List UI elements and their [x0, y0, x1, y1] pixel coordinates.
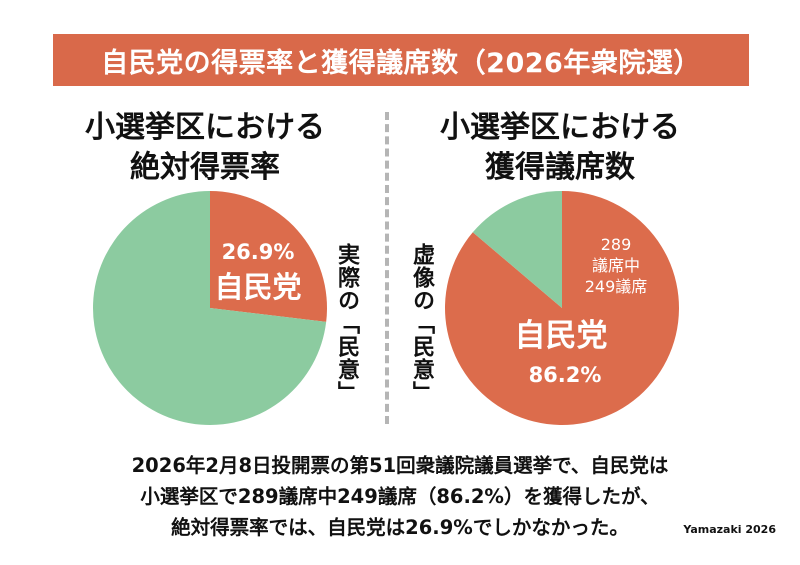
left-side-note: 実際の「民意」 — [334, 243, 359, 404]
right-heading-line-2: 獲得議席数 — [485, 150, 635, 185]
right-side-note: 虚像の「民意」 — [409, 243, 434, 404]
left-chart-heading: 小選挙区における 絶対得票率 — [55, 108, 355, 188]
caption-line-2: 小選挙区で289議席中249議席（86.2%）を獲得したが、 — [140, 485, 660, 508]
pie1-slice-label: 自民党 — [515, 318, 608, 354]
caption-line-3: 絶対得票率では、自民党は26.9%でしかなかった。 — [171, 516, 629, 539]
left-heading-line-1: 小選挙区における — [85, 110, 325, 145]
caption-line-1: 2026年2月8日投開票の第51回衆議院議員選挙で、自民党は — [131, 454, 669, 477]
pie1-seat-note-1: 289 — [601, 235, 632, 254]
pie0-value-label: 26.9% — [222, 240, 295, 264]
pie1-seat-note-2: 議席中 — [592, 256, 640, 275]
pie0-slice-1 — [93, 191, 327, 425]
caption: 2026年2月8日投開票の第51回衆議院議員選挙で、自民党は 小選挙区で289議… — [40, 450, 760, 543]
left-heading-line-2: 絶対得票率 — [130, 150, 280, 185]
credit: Yamazaki 2026 — [683, 523, 776, 536]
pie1-slice-1 — [472, 191, 562, 308]
pie1-seat-note-3: 249議席 — [585, 277, 648, 296]
pie1-value-label: 86.2% — [529, 363, 602, 387]
right-chart-heading: 小選挙区における 獲得議席数 — [410, 108, 710, 188]
chart-title: 自民党の得票率と獲得議席数（2026年衆院選） — [101, 47, 701, 79]
right-heading-line-1: 小選挙区における — [440, 110, 680, 145]
pie0-slice-label: 自民党 — [214, 270, 301, 304]
pie0-slice-0 — [210, 191, 328, 322]
title-banner: 自民党の得票率と獲得議席数（2026年衆院選） — [53, 34, 749, 86]
center-divider — [385, 112, 389, 424]
